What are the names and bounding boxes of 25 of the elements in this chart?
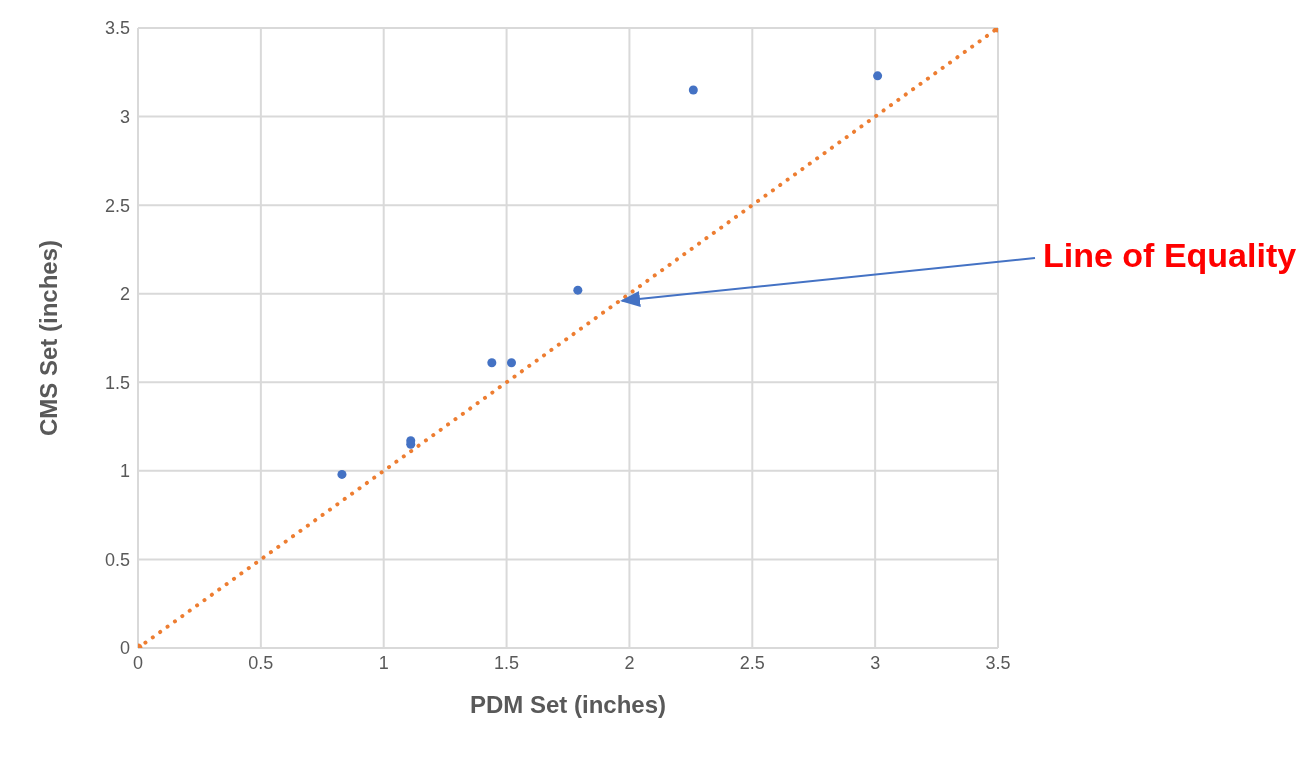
- point: [337, 469, 347, 479]
- point: [506, 358, 516, 368]
- annotation: Line of Equality: [1043, 235, 1297, 274]
- y-tick-label: 1: [119, 461, 130, 482]
- x-axis-title: PDM Set (inches): [469, 691, 667, 718]
- y-tick-label: 3: [119, 106, 130, 127]
- x-tick-label: 1: [378, 652, 389, 673]
- x-tick-label: 2: [624, 652, 635, 673]
- point: [873, 71, 883, 81]
- y-tick-label: 2: [119, 284, 130, 305]
- y-tick-label: 0.5: [104, 549, 130, 570]
- x-tick-label: 3.5: [985, 652, 1011, 673]
- point: [573, 285, 583, 295]
- point: [487, 358, 497, 368]
- point: [688, 85, 698, 95]
- x-tick-label: 0: [132, 652, 144, 673]
- y-axis-title: CMS Set (inches): [34, 239, 62, 437]
- y-tick-label: 3.5: [104, 18, 130, 39]
- x-tick-label: 1.5: [494, 652, 520, 673]
- y-tick-label: 2.5: [104, 195, 130, 216]
- y-tick-label: 0: [119, 638, 130, 659]
- y-tick-label: 1.5: [104, 372, 130, 393]
- x-tick-label: 3: [870, 652, 881, 673]
- x-tick-label: 0.5: [248, 652, 274, 673]
- x-tick-label: 2.5: [739, 652, 765, 673]
